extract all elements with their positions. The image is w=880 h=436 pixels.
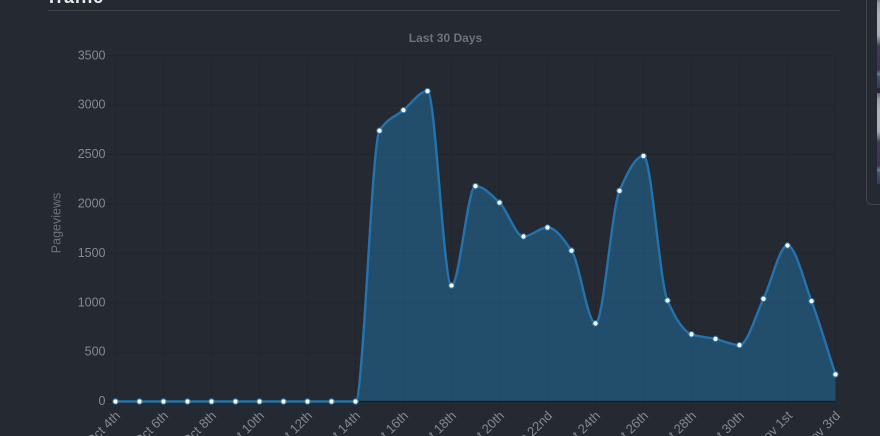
svg-text:Oct 8th: Oct 8th: [179, 408, 219, 436]
svg-text:Oct 22nd: Oct 22nd: [507, 408, 555, 436]
svg-text:Oct 16th: Oct 16th: [366, 408, 411, 436]
svg-text:Oct 24th: Oct 24th: [558, 408, 603, 436]
svg-text:Oct 4th: Oct 4th: [83, 408, 123, 436]
svg-text:Oct 14th: Oct 14th: [318, 408, 363, 436]
svg-text:Pageviews: Pageviews: [50, 193, 64, 253]
svg-text:Oct 18th: Oct 18th: [414, 408, 459, 436]
svg-text:1500: 1500: [78, 246, 106, 260]
svg-text:2500: 2500: [78, 147, 106, 161]
svg-text:0: 0: [99, 394, 106, 408]
svg-text:Oct 10th: Oct 10th: [222, 408, 267, 436]
svg-text:Oct 28th: Oct 28th: [654, 408, 699, 436]
svg-text:Last 30 Days: Last 30 Days: [409, 31, 483, 45]
svg-text:Oct 26th: Oct 26th: [606, 408, 651, 436]
svg-text:2000: 2000: [78, 197, 106, 211]
svg-text:3500: 3500: [78, 48, 106, 62]
svg-text:500: 500: [85, 345, 106, 359]
svg-text:1000: 1000: [78, 295, 106, 309]
svg-text:3000: 3000: [78, 98, 106, 112]
svg-text:Oct 20th: Oct 20th: [462, 408, 507, 436]
svg-text:Nov 1st: Nov 1st: [753, 408, 795, 436]
svg-text:Nov 3rd: Nov 3rd: [800, 408, 843, 436]
svg-text:Oct 12th: Oct 12th: [270, 408, 315, 436]
svg-text:Oct 6th: Oct 6th: [131, 408, 171, 436]
svg-text:Oct 30th: Oct 30th: [702, 408, 747, 436]
